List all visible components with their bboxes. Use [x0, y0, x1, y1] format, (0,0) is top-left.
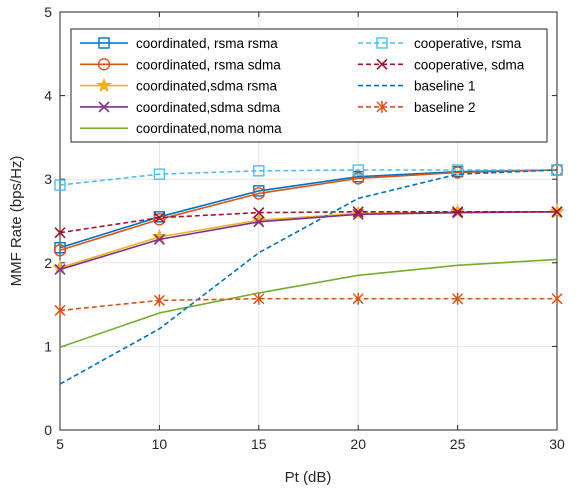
data-point — [352, 172, 365, 185]
y-tick-label: 4 — [44, 88, 52, 104]
data-point — [352, 164, 364, 176]
series-line — [59, 297, 557, 312]
legend-label: coordinated, rsma rsma — [136, 36, 278, 51]
legend-item: baseline 2 — [358, 100, 476, 115]
legend-label: coordinated,sdma sdma — [136, 100, 281, 115]
legend-item: coordinated, rsma rsma — [80, 36, 278, 51]
y-tick-label: 3 — [44, 171, 52, 187]
series-line — [59, 169, 558, 252]
legend-item: coordinated,noma noma — [80, 121, 282, 136]
legend-marker — [376, 100, 388, 113]
data-point — [153, 168, 166, 180]
legend-item: cooperative, rsma — [358, 36, 522, 51]
y-tick-label: 0 — [44, 422, 52, 438]
axes-box — [59, 11, 558, 431]
x-tick-label: 15 — [251, 436, 267, 452]
legend-item: baseline 1 — [358, 79, 476, 94]
legend-item: coordinated,sdma sdma — [80, 100, 281, 115]
x-axis-label: Pt (dB) — [285, 469, 332, 486]
legend-label: coordinated, rsma sdma — [136, 57, 281, 72]
data-point — [54, 179, 66, 191]
x-tick-label: 25 — [450, 436, 466, 452]
series-line — [59, 258, 558, 348]
data-point — [452, 206, 464, 218]
legend-marker — [97, 58, 111, 71]
series-line — [59, 211, 558, 271]
data-point — [153, 294, 165, 307]
legend-box — [70, 28, 548, 143]
y-tick-label: 2 — [44, 255, 52, 271]
series-9 — [54, 292, 563, 317]
data-point — [54, 263, 66, 276]
y-tick-label: 5 — [44, 4, 52, 20]
data-point — [54, 227, 66, 239]
legend-label: cooperative, sdma — [414, 57, 525, 72]
legend-label: baseline 1 — [414, 79, 476, 94]
data-point — [352, 292, 364, 305]
x-tick-label: 5 — [56, 436, 64, 452]
legend-label: cooperative, rsma — [414, 36, 522, 51]
data-point — [253, 207, 265, 219]
data-point — [452, 292, 464, 305]
series-line — [59, 169, 557, 186]
data-point — [352, 206, 364, 218]
legend-label: coordinated,noma noma — [136, 121, 282, 136]
legend-label: baseline 2 — [414, 100, 476, 115]
axes: 5 10 15 20 25 30 0 1 2 3 4 5 — [44, 4, 565, 452]
data-point — [253, 165, 265, 177]
legend-marker — [376, 37, 388, 49]
y-axis-label: MMF Rate (bps/Hz) — [8, 156, 25, 287]
data-point — [352, 208, 364, 220]
series-line — [59, 211, 557, 234]
data-point — [153, 233, 165, 245]
legend-marker — [376, 58, 388, 70]
data-point — [551, 292, 563, 305]
series-layer — [52, 163, 565, 385]
legend-marker — [96, 77, 112, 93]
legend-item: coordinated, rsma sdma — [80, 57, 281, 72]
legend: coordinated, rsma rsma coordinated, rsma … — [70, 28, 548, 143]
legend-item: cooperative, sdma — [358, 57, 525, 72]
data-point — [451, 164, 464, 176]
x-tick-label: 20 — [350, 436, 366, 452]
data-point — [252, 187, 265, 200]
x-tick-label: 10 — [152, 436, 168, 452]
legend-item: coordinated,sdma rsma — [80, 77, 278, 94]
data-point — [53, 244, 67, 257]
data-point — [253, 216, 265, 228]
data-point — [153, 212, 165, 224]
data-point — [551, 206, 563, 218]
legend-marker — [98, 101, 110, 113]
series-5 — [59, 258, 558, 348]
series-7 — [54, 206, 563, 239]
x-tick-label: 30 — [549, 436, 565, 452]
legend-label: coordinated,sdma rsma — [136, 79, 278, 94]
y-tick-label: 1 — [44, 338, 52, 354]
series-6 — [54, 164, 563, 191]
data-point — [153, 213, 166, 226]
data-point — [253, 292, 265, 305]
data-point — [54, 304, 66, 317]
legend-marker — [98, 37, 110, 49]
